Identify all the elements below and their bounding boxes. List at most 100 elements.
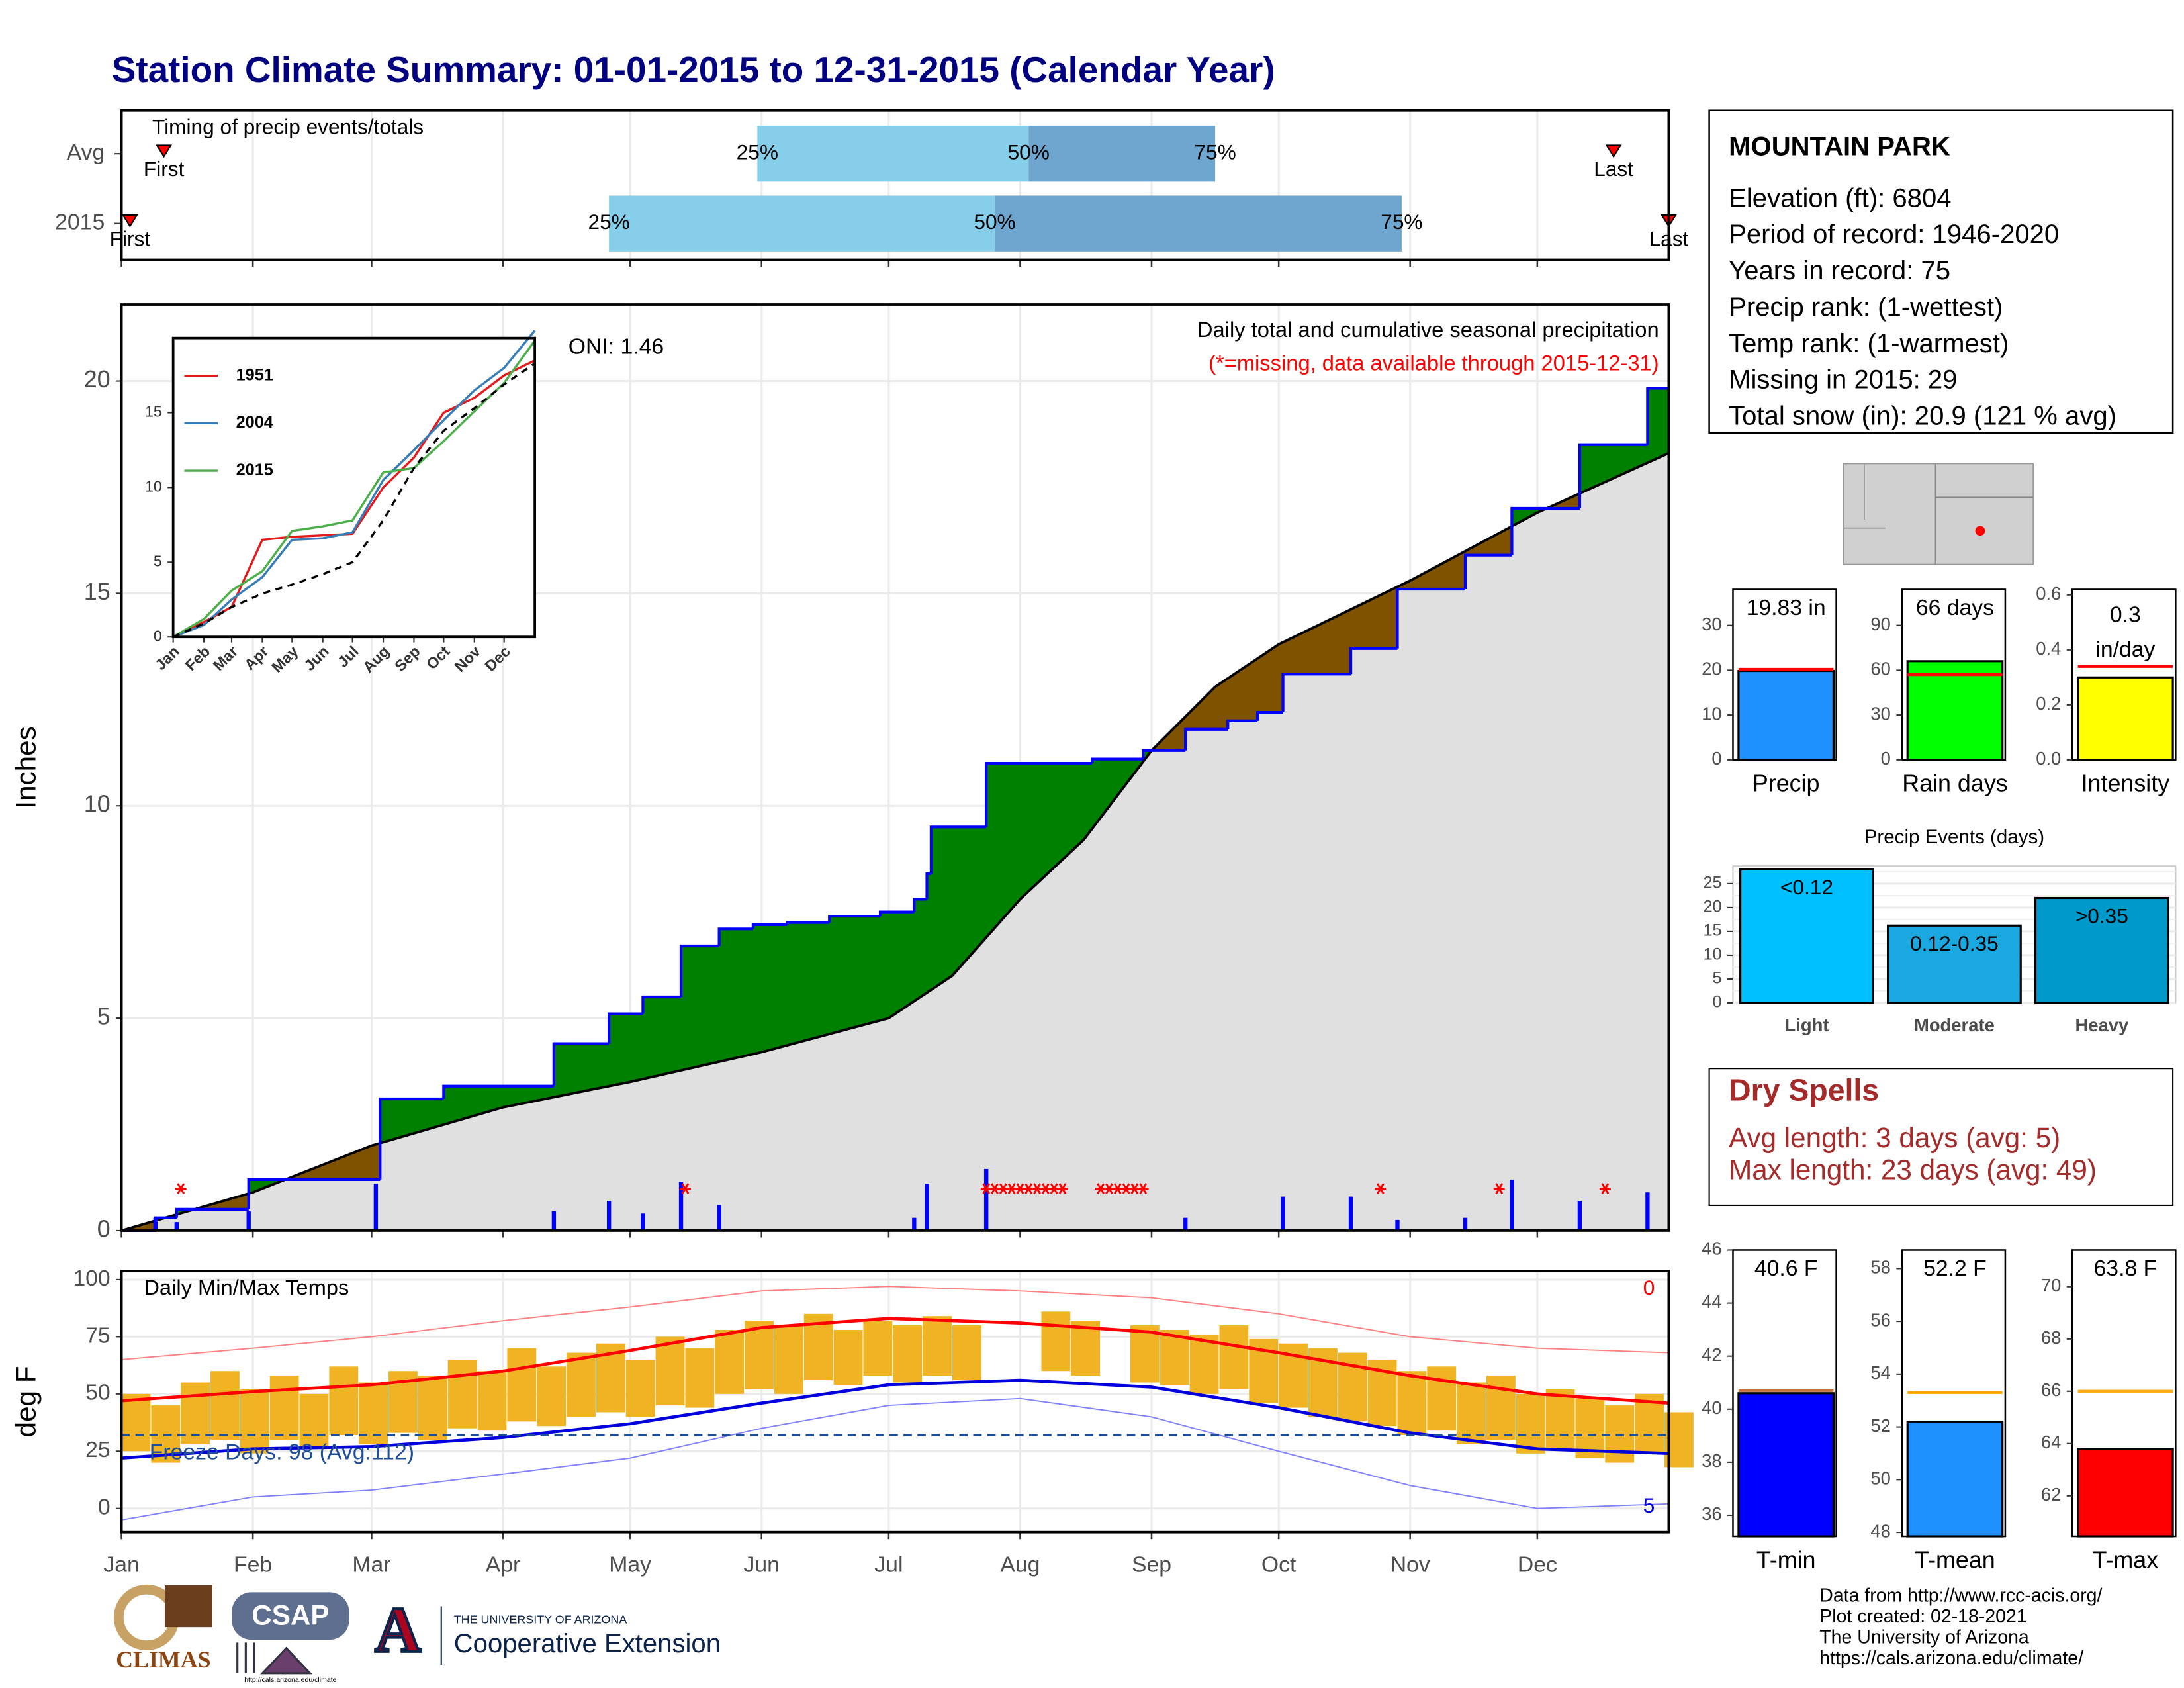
quartile-bar (1028, 125, 1216, 182)
quartile-label: 75% (1381, 210, 1422, 234)
cumulative-step (247, 1178, 381, 1209)
station-line: Missing in 2015: 29 (1729, 365, 1957, 395)
daily-precip-bar (373, 1184, 379, 1231)
dry-spells-line: Max length: 23 days (avg: 49) (1729, 1154, 2097, 1185)
daily-temp-range (447, 1359, 477, 1429)
station-box (1708, 109, 2174, 434)
daily-precip-bar (925, 1184, 929, 1231)
map-area (1843, 463, 2034, 565)
y-tick-label: 0.6 (2036, 583, 2061, 604)
y-tick-label: 42 (1702, 1344, 1721, 1365)
cumulative-step (925, 872, 931, 900)
hot-count: 0 (1643, 1276, 1655, 1299)
bar (2034, 896, 2169, 1004)
x-tick-label: Feb (234, 1552, 272, 1577)
bar (1737, 669, 1835, 761)
cumulative-step (1226, 719, 1258, 729)
category-label: T-mean (1915, 1546, 1995, 1573)
y-tick-label: 0.0 (2036, 748, 2061, 769)
y-tick-label: 66 (2041, 1380, 2061, 1400)
category-label: Light (1784, 1015, 1829, 1035)
y-tick-label: 0.2 (2036, 693, 2061, 714)
inset-line (172, 362, 536, 638)
panel-description: Daily total and cumulative seasonal prec… (1197, 317, 1659, 342)
inset-line (173, 330, 536, 638)
daily-temp-range (1516, 1393, 1545, 1454)
y-tick-label: 30 (1702, 614, 1721, 634)
legend-label: 2015 (236, 461, 273, 479)
station-line: Total snow (in): 20.9 (121 % avg) (1729, 402, 2116, 431)
y-tick-label: 58 (1870, 1257, 1890, 1278)
cumulative-step (717, 927, 753, 946)
bar-label: <0.12 (1780, 875, 1833, 899)
cumulative-step (913, 898, 927, 912)
y-tick-label: 44 (1702, 1291, 1721, 1312)
record-max-line (121, 1286, 1669, 1360)
y-tick-label: 52 (1870, 1415, 1890, 1436)
panel-frame (171, 336, 537, 639)
event-marker (121, 214, 138, 228)
y-tick-label: 5 (154, 552, 162, 569)
daily-precip-bar (1281, 1196, 1285, 1231)
dry-spells-box (1708, 1068, 2174, 1207)
daily-temp-range (477, 1371, 507, 1431)
quartile-bar (609, 195, 995, 252)
y-tick-label: 5 (1713, 969, 1722, 988)
daily-temp-range (1219, 1325, 1249, 1389)
row-label: Avg (67, 140, 105, 165)
y-tick-label: 0 (154, 627, 162, 644)
panel-title: Daily Min/Max Temps (144, 1275, 349, 1299)
daily-precip-bar (641, 1213, 645, 1231)
daily-precip-bar (174, 1222, 179, 1231)
cumulative-step (641, 995, 682, 1014)
cumulative-step (1184, 727, 1228, 751)
daily-temp-range (655, 1336, 685, 1406)
panel-frame (120, 303, 1670, 1232)
quartile-label: 50% (1008, 140, 1050, 164)
y-tick-label: 0.4 (2036, 638, 2061, 659)
daily-temp-range (1189, 1334, 1219, 1394)
x-tick-label: Sep (1132, 1552, 1171, 1577)
daily-temp-range (715, 1329, 745, 1394)
y-tick-label: 36 (1702, 1503, 1721, 1524)
csap-logo-text: CSAP (251, 1600, 329, 1631)
x-tick-label: Aug (1000, 1552, 1040, 1577)
y-tick-label: 20 (1702, 659, 1721, 679)
station-line: Years in record: 75 (1729, 256, 1950, 285)
inset-line (172, 340, 536, 638)
cumulative-step (1256, 710, 1283, 721)
category-label: Heavy (2075, 1015, 2129, 1035)
cumulative-step (1578, 443, 1648, 509)
logos: CLIMAS CSAP http://cals.arizona.edu/clim… (113, 1584, 721, 1684)
y-tick-label: 5 (97, 1004, 111, 1030)
x-tick-label: Jan (103, 1552, 139, 1577)
y-tick-label: 15 (145, 403, 162, 420)
cumulative-step (786, 921, 830, 925)
quartile-label: 50% (974, 210, 1015, 234)
legend-label: 1951 (236, 365, 273, 384)
daily-temp-range (418, 1376, 447, 1440)
event-label: First (144, 157, 185, 181)
daily-precip-bar (912, 1217, 917, 1231)
station-lines: Elevation (ft): 6804 Period of record: 19… (1729, 183, 2116, 430)
footer-line: Plot created: 02-18-2021 (1819, 1606, 2026, 1627)
cumulative-step (442, 1084, 554, 1100)
daily-precip-bar (246, 1211, 251, 1231)
category-label: Intensity (2081, 770, 2170, 796)
bar (1886, 924, 2022, 1004)
y-tick-label: 75 (85, 1323, 111, 1348)
daily-temp-range (507, 1348, 537, 1422)
average-line (121, 451, 1670, 1232)
category-label: T-min (1756, 1546, 1816, 1573)
x-tick-label: Apr (486, 1552, 521, 1577)
cumulative-step (1142, 749, 1186, 759)
cumulative-step (985, 761, 1093, 827)
y-tick-label: 10 (145, 478, 162, 495)
bar (2077, 1448, 2174, 1538)
value-label: 0.3 (2110, 602, 2141, 627)
daily-temp-range (833, 1329, 863, 1385)
daily-precip-bar (606, 1201, 612, 1231)
quartile-bar (757, 125, 1029, 182)
ua-name: THE UNIVERSITY OF ARIZONA (454, 1613, 627, 1626)
